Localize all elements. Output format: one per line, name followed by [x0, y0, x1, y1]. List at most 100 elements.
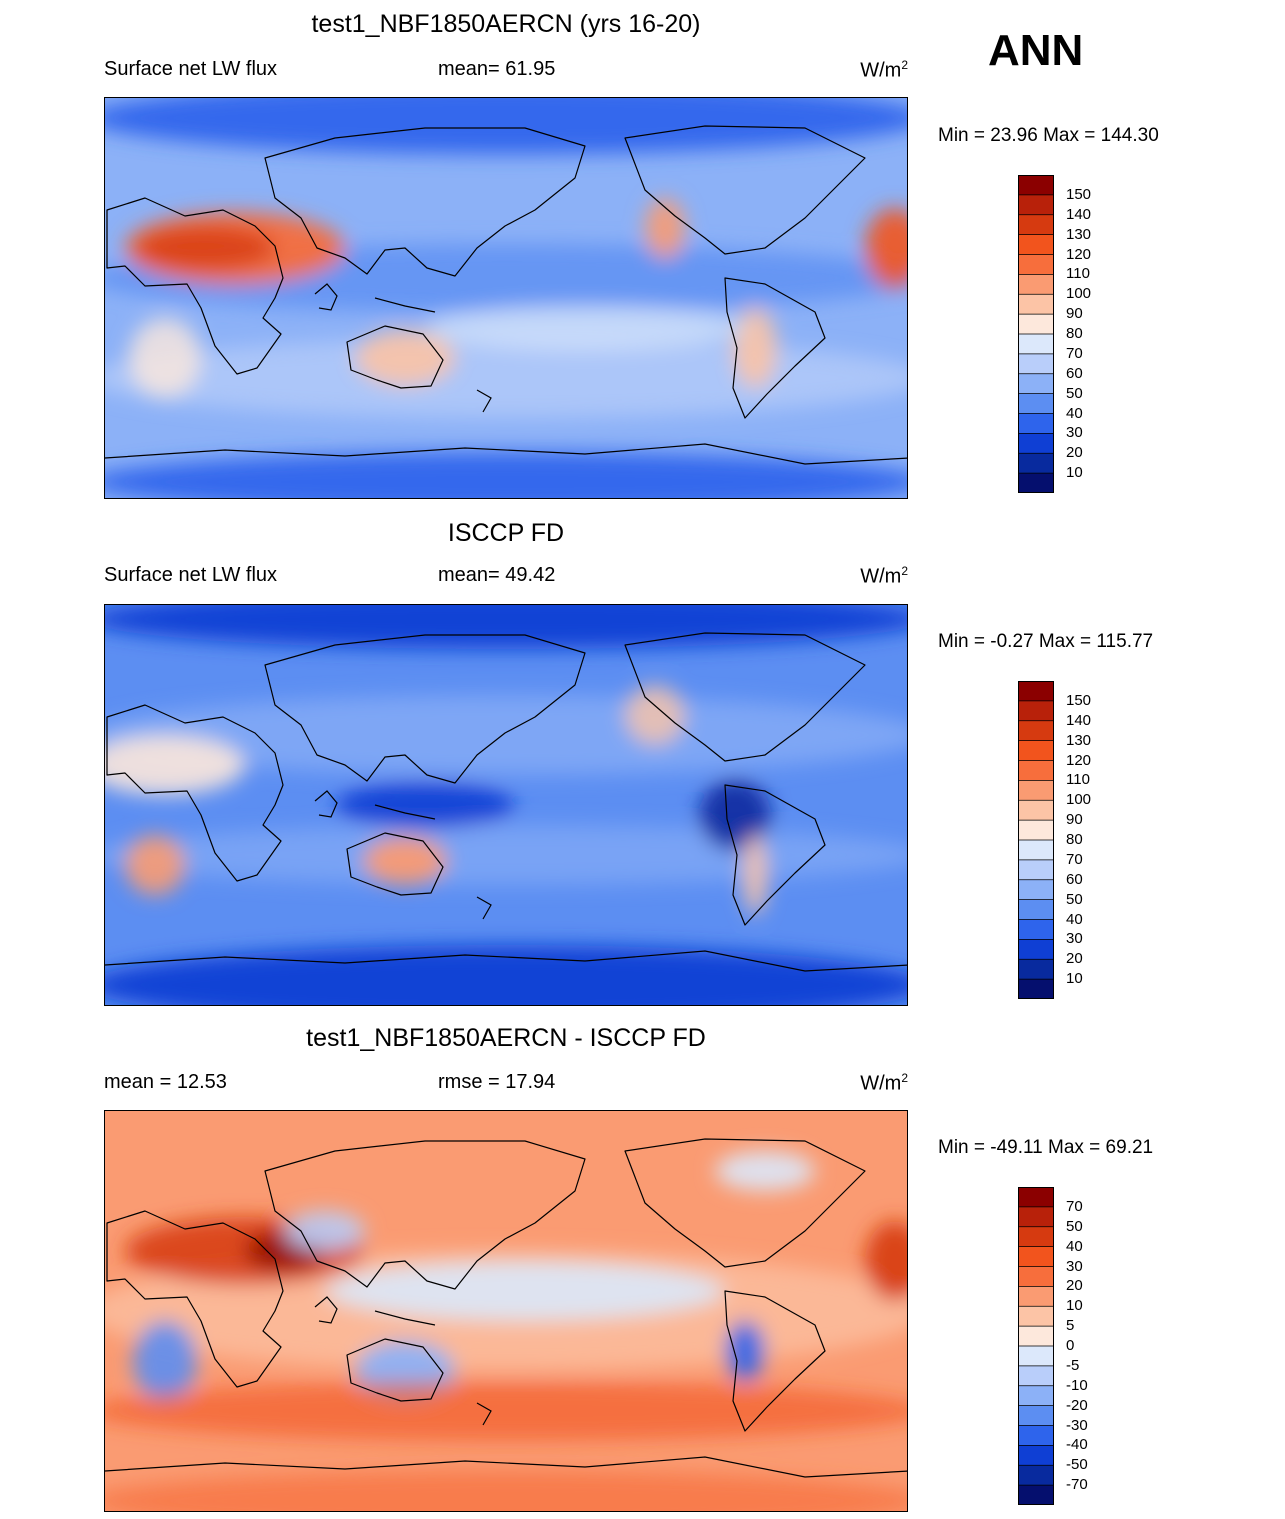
- colorbar-swatch: [1018, 1385, 1054, 1407]
- colorbar-tick-label: -5: [1066, 1356, 1080, 1374]
- season-label: ANN: [988, 26, 1084, 75]
- colorbar-tick-label: 10: [1066, 970, 1083, 988]
- colorbar-tick-label: 50: [1066, 1217, 1083, 1235]
- colorbar-tick-label: 70: [1066, 1197, 1083, 1215]
- colorbar-swatch: [1018, 1485, 1054, 1505]
- colorbar-swatch: [1018, 373, 1054, 395]
- continent-outline: [106, 1210, 284, 1388]
- colorbar-swatch: [1018, 353, 1054, 375]
- colorbar-swatch: [1018, 1425, 1054, 1446]
- continent-outline: [724, 784, 826, 926]
- colorbar-tick-label: -20: [1066, 1396, 1088, 1414]
- panel-3-title: test1_NBF1850AERCN - ISCCP FD: [306, 1024, 706, 1052]
- colorbar-tick-label: 20: [1066, 950, 1083, 968]
- continent-outline: [264, 127, 586, 277]
- colorbar-swatch: [1018, 720, 1054, 742]
- field-region: [733, 308, 777, 388]
- colorbar-tick-label: 90: [1066, 811, 1083, 829]
- colorbar-tick-label: 130: [1066, 225, 1092, 243]
- field-region: [105, 695, 907, 775]
- colorbar-swatch: [1018, 194, 1054, 216]
- field-region: [105, 452, 907, 498]
- colorbar-swatch: [1018, 1326, 1054, 1347]
- panel-3-mean-label: mean = 12.53: [104, 1071, 227, 1093]
- colorbar-tick-label: 110: [1066, 771, 1090, 789]
- colorbar-tick-label: 140: [1066, 711, 1092, 729]
- colorbar-tick-label: 100: [1066, 285, 1092, 303]
- colorbar-tick-label: 40: [1066, 910, 1083, 928]
- colorbar-swatch: [1018, 1346, 1054, 1367]
- colorbar-swatch: [1018, 413, 1054, 434]
- colorbar-swatch: [1018, 1365, 1054, 1387]
- coastlines: [105, 632, 907, 972]
- colorbar-swatch: [1018, 840, 1054, 861]
- colorbar-swatch: [1018, 919, 1054, 940]
- continent-outline: [724, 277, 826, 419]
- panel-1-mean-label: mean= 61.95: [438, 58, 556, 80]
- colorbar-swatch: [1018, 1246, 1054, 1268]
- colorbar-swatch: [1018, 294, 1054, 315]
- colorbar-tick-label: 120: [1066, 751, 1092, 769]
- colorbar-swatch: [1018, 760, 1054, 781]
- continent-outline: [724, 1290, 826, 1432]
- colorbar-swatch: [1018, 1187, 1054, 1208]
- colorbar-swatch: [1018, 473, 1054, 493]
- colorbar-tick-label: 90: [1066, 305, 1083, 323]
- field-region: [105, 338, 907, 418]
- colorbar-swatch: [1018, 274, 1054, 295]
- panel-2-colorbar: [1018, 681, 1054, 999]
- panel-3-colorbar: [1018, 1187, 1054, 1505]
- colorbar-swatch: [1018, 780, 1054, 801]
- continent-outline: [346, 1338, 444, 1402]
- colorbar-tick-label: 30: [1066, 930, 1083, 948]
- colorbar-tick-label: 70: [1066, 850, 1083, 868]
- colorbar-swatch: [1018, 314, 1054, 335]
- continent-outline: [624, 1138, 866, 1268]
- colorbar-swatch: [1018, 334, 1054, 355]
- colorbar-swatch: [1018, 939, 1054, 960]
- colorbar-tick-label: -40: [1066, 1436, 1088, 1454]
- colorbar-swatch: [1018, 681, 1054, 702]
- field-region: [285, 1211, 365, 1251]
- continent-outline: [346, 325, 444, 389]
- colorbar-swatch: [1018, 214, 1054, 236]
- colorbar-tick-label: 150: [1066, 691, 1092, 709]
- colorbar-tick-label: 140: [1066, 205, 1092, 223]
- panel-1-colorbar: [1018, 175, 1054, 493]
- colorbar-tick-label: 10: [1066, 464, 1083, 482]
- colorbar-tick-label: -50: [1066, 1456, 1088, 1474]
- colorbar-tick-label: 150: [1066, 185, 1092, 203]
- continent-outline: [264, 634, 586, 784]
- colorbar-tick-label: 50: [1066, 890, 1083, 908]
- colorbar-swatch: [1018, 175, 1054, 196]
- field-region: [363, 837, 447, 885]
- colorbar-tick-label: -70: [1066, 1476, 1088, 1494]
- colorbar-swatch: [1018, 700, 1054, 722]
- field-region: [105, 98, 907, 154]
- colorbar-tick-label: 0: [1066, 1337, 1075, 1354]
- colorbar-swatch: [1018, 1206, 1054, 1228]
- colorbar-swatch: [1018, 1266, 1054, 1287]
- continent-outline: [624, 632, 866, 762]
- field-region: [105, 605, 907, 649]
- colorbar-tick-label: 40: [1066, 1237, 1083, 1255]
- colorbar-tick-label: 80: [1066, 325, 1083, 342]
- panel-2-map: [104, 604, 908, 1006]
- panel-2-mean-label: mean= 49.42: [438, 564, 556, 586]
- colorbar-tick-label: 110: [1066, 265, 1090, 283]
- colorbar-tick-label: 130: [1066, 731, 1092, 749]
- colorbar-tick-label: 20: [1066, 444, 1083, 462]
- colorbar-swatch: [1018, 800, 1054, 821]
- field-region: [105, 735, 245, 795]
- field-region: [715, 1151, 815, 1191]
- colorbar-swatch: [1018, 820, 1054, 841]
- continent-outline: [264, 1140, 586, 1290]
- field-region: [865, 1221, 907, 1301]
- colorbar-tick-label: 5: [1066, 1317, 1075, 1335]
- field-region: [325, 1261, 725, 1321]
- colorbar-tick-label: 20: [1066, 1277, 1083, 1295]
- field-region: [105, 1471, 907, 1511]
- colorbar-swatch: [1018, 433, 1054, 454]
- colorbar-swatch: [1018, 979, 1054, 999]
- panel-2-title: ISCCP FD: [447, 519, 565, 547]
